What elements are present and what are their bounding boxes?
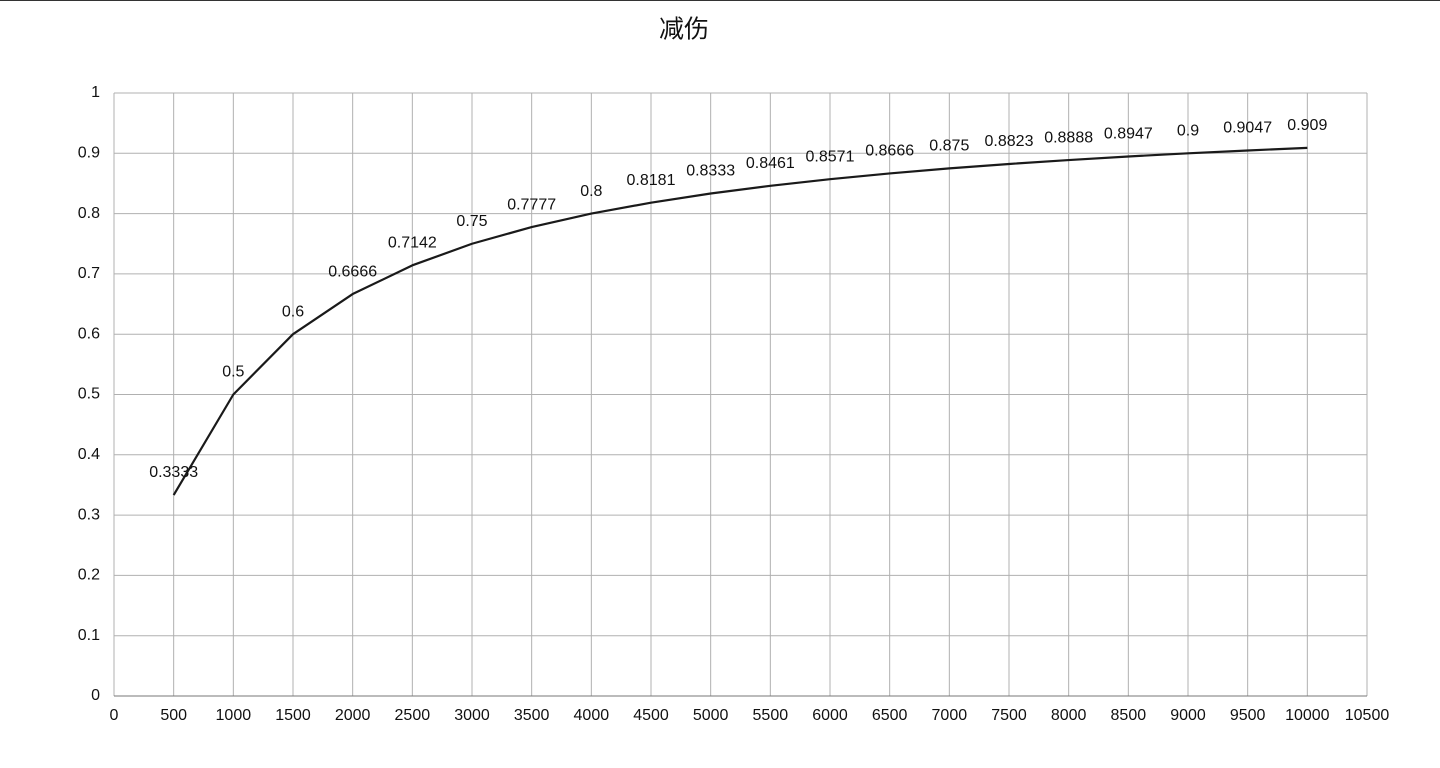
data-label: 0.3333 xyxy=(149,464,198,481)
x-tick-label: 6500 xyxy=(872,707,908,724)
data-label: 0.75 xyxy=(456,213,487,230)
x-tick-label: 5500 xyxy=(753,707,789,724)
y-tick-label: 0.8 xyxy=(78,205,100,222)
y-tick-label: 0.2 xyxy=(78,567,100,584)
data-label: 0.9 xyxy=(1177,123,1199,140)
x-tick-label: 5000 xyxy=(693,707,729,724)
x-tick-label: 10000 xyxy=(1285,707,1330,724)
data-label: 0.8571 xyxy=(806,148,855,165)
y-tick-label: 0.1 xyxy=(78,627,100,644)
y-tick-label: 0 xyxy=(91,687,100,704)
x-tick-label: 500 xyxy=(160,707,187,724)
x-tick-label: 3000 xyxy=(454,707,490,724)
data-label: 0.9047 xyxy=(1223,120,1272,137)
x-tick-label: 6000 xyxy=(812,707,848,724)
y-tick-label: 1 xyxy=(91,84,100,101)
data-label: 0.8333 xyxy=(686,163,735,180)
y-tick-label: 0.7 xyxy=(78,265,100,282)
x-tick-label: 7500 xyxy=(991,707,1027,724)
data-label: 0.6666 xyxy=(328,263,377,280)
data-label: 0.8461 xyxy=(746,155,795,172)
x-tick-label: 7000 xyxy=(932,707,968,724)
data-label: 0.5 xyxy=(222,364,244,381)
data-label: 0.875 xyxy=(929,138,969,155)
data-label: 0.909 xyxy=(1287,117,1327,134)
x-tick-label: 1000 xyxy=(216,707,252,724)
x-tick-label: 2000 xyxy=(335,707,371,724)
data-line xyxy=(172,146,1308,496)
x-tick-label: 4000 xyxy=(574,707,610,724)
x-tick-label: 9000 xyxy=(1170,707,1206,724)
y-tick-label: 0.3 xyxy=(78,506,100,523)
data-label: 0.8181 xyxy=(627,172,676,189)
x-tick-label: 3500 xyxy=(514,707,550,724)
x-tick-label: 0 xyxy=(110,707,119,724)
data-label: 0.8888 xyxy=(1044,129,1093,146)
data-label: 0.8823 xyxy=(985,133,1034,150)
y-tick-label: 0.6 xyxy=(78,325,100,342)
y-tick-label: 0.4 xyxy=(78,446,100,463)
data-label: 0.8947 xyxy=(1104,126,1153,143)
x-tick-label: 10500 xyxy=(1345,707,1390,724)
x-tick-label: 8000 xyxy=(1051,707,1087,724)
y-tick-label: 0.9 xyxy=(78,145,100,162)
x-tick-label: 8500 xyxy=(1111,707,1147,724)
chart-title: 减伤 xyxy=(659,16,709,44)
x-tick-label: 9500 xyxy=(1230,707,1266,724)
x-tick-label: 1500 xyxy=(275,707,311,724)
data-label: 0.7142 xyxy=(388,235,437,252)
data-label: 0.8666 xyxy=(865,143,914,160)
data-label: 0.6 xyxy=(282,303,304,320)
data-label: 0.7777 xyxy=(507,196,556,213)
x-tick-label: 4500 xyxy=(633,707,669,724)
x-tick-label: 2500 xyxy=(395,707,431,724)
y-tick-label: 0.5 xyxy=(78,386,100,403)
data-label: 0.8 xyxy=(580,183,602,200)
